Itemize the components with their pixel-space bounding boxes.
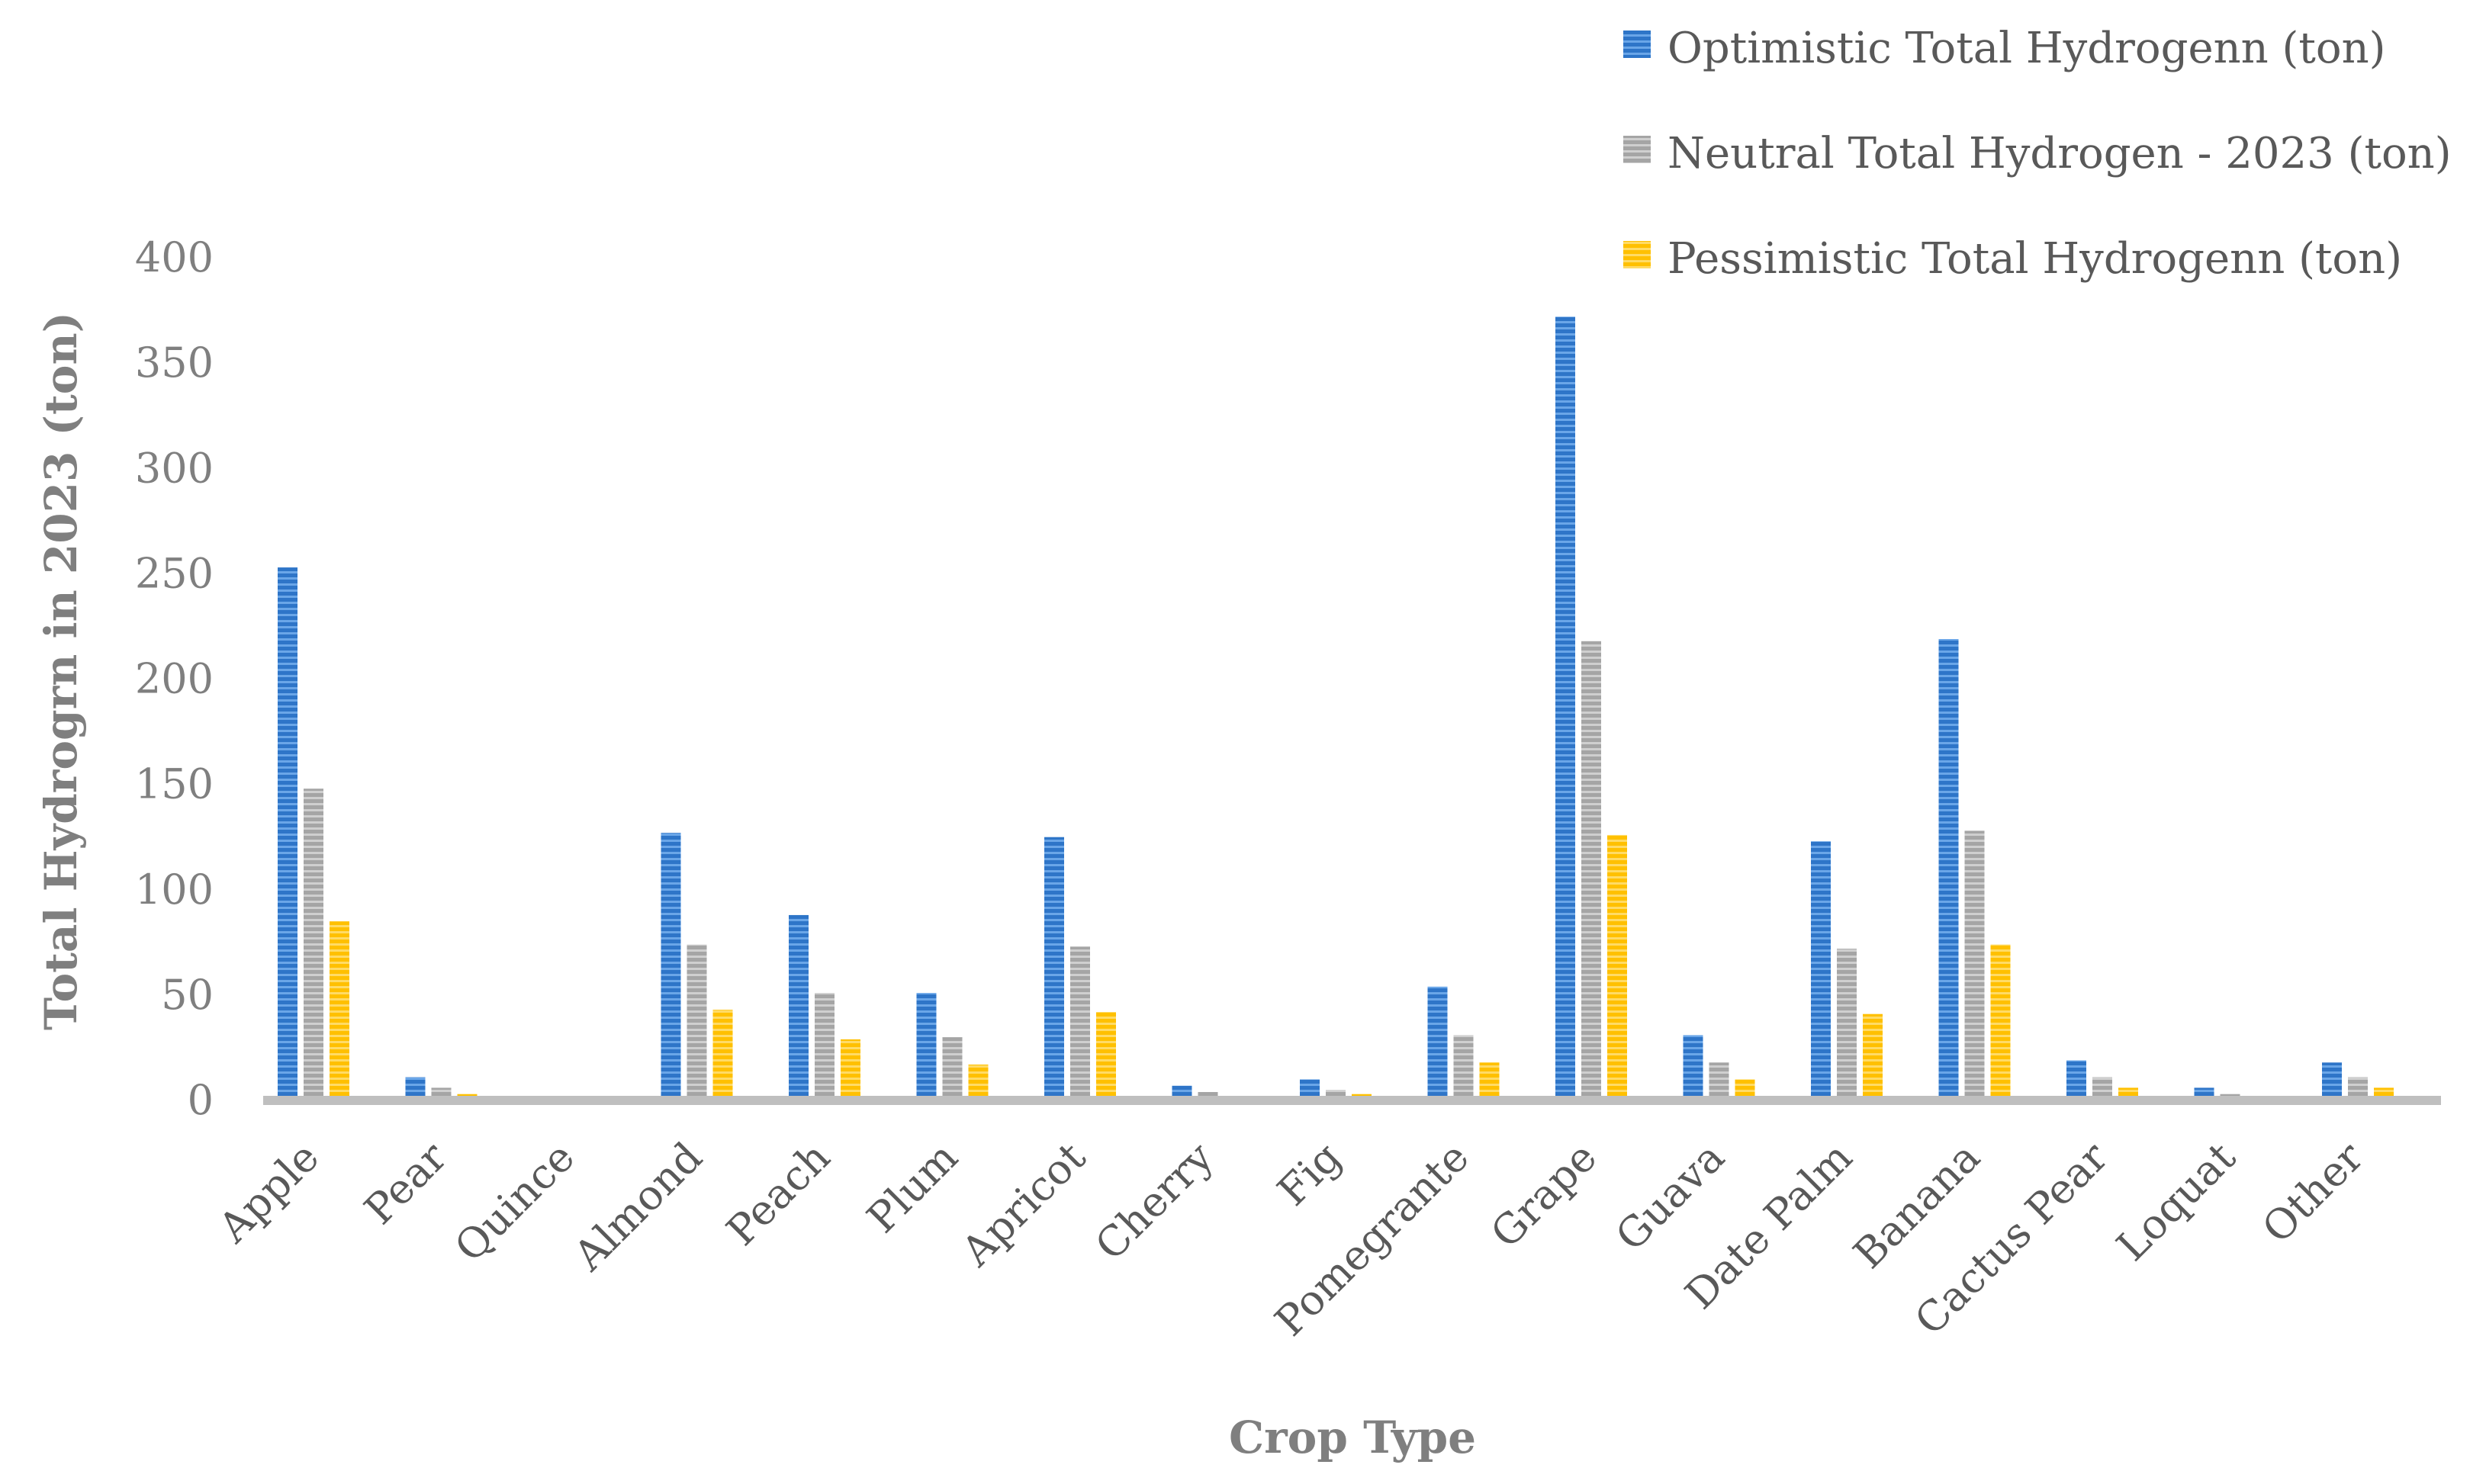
bar-grape-series-2 (1607, 834, 1627, 1100)
legend-swatch (1623, 241, 1651, 268)
x-axis-title: Crop Type (1229, 1412, 1476, 1463)
bar-plum-series-0 (916, 993, 937, 1100)
bar-apricot-series-2 (1096, 1012, 1116, 1100)
bar-peach-series-1 (815, 993, 835, 1100)
bar-banana-series-2 (1990, 944, 2011, 1100)
bars-layer (278, 316, 2394, 1100)
bar-guava-series-0 (1683, 1035, 1703, 1100)
legend-label: Pessimistic Total Hydrogenn (ton) (1668, 234, 2402, 284)
bar-grape-series-1 (1581, 641, 1601, 1100)
y-tick-label: 200 (135, 655, 214, 703)
bar-pomegrante-series-1 (1453, 1035, 1474, 1100)
y-tick-label: 0 (188, 1076, 214, 1124)
legend-swatch (1623, 31, 1651, 58)
bar-almond-series-1 (687, 944, 707, 1100)
bar-apple-series-1 (304, 789, 323, 1100)
bar-pomegrante-series-0 (1427, 986, 1448, 1100)
bar-peach-series-2 (841, 1039, 860, 1100)
bar-banana-series-0 (1938, 639, 1959, 1100)
y-tick-label: 250 (135, 549, 214, 597)
y-tick-label: 50 (161, 971, 214, 1019)
bar-date-palm-series-1 (1837, 949, 1857, 1100)
y-tick-label: 350 (135, 339, 214, 387)
bar-pomegrante-series-2 (1479, 1062, 1500, 1100)
bar-guava-series-1 (1709, 1062, 1729, 1100)
bar-date-palm-series-2 (1863, 1013, 1883, 1100)
x-tick-label: Other (2253, 1133, 2373, 1253)
x-tick-label: Fig (1268, 1133, 1350, 1216)
bar-almond-series-0 (661, 833, 681, 1100)
bar-banana-series-1 (1964, 830, 1985, 1100)
bar-date-palm-series-0 (1811, 841, 1831, 1100)
x-tick-label: Apricot (952, 1132, 1095, 1276)
bar-cactus-pear-series-0 (2066, 1060, 2086, 1100)
bar-grape-series-0 (1555, 316, 1575, 1100)
legend-label: Neutral Total Hydrogen - 2023 (ton) (1668, 129, 2452, 178)
y-tick-label: 400 (135, 233, 214, 281)
y-tick-label: 300 (135, 444, 214, 492)
x-tick-label: Apple (209, 1133, 329, 1253)
y-tick-label: 150 (135, 760, 214, 808)
legend-label: Optimistic Total Hydrogenn (ton) (1668, 24, 2386, 73)
legend-swatch (1623, 136, 1651, 163)
x-tick-label: Guava (1606, 1133, 1734, 1261)
y-axis-title: Total Hydrogrn in 2023 (ton) (35, 312, 87, 1030)
legend: Optimistic Total Hydrogenn (ton) Neutral … (1623, 24, 2452, 284)
bar-almond-series-2 (712, 1010, 733, 1100)
x-tick-label: Plum (857, 1133, 966, 1242)
bar-apple-series-2 (330, 921, 349, 1100)
bar-apple-series-0 (278, 567, 297, 1100)
bar-other-series-0 (2322, 1062, 2342, 1100)
bar-peach-series-0 (789, 914, 809, 1100)
bar-plum-series-1 (942, 1037, 963, 1100)
x-tick-label: Loquat (2108, 1132, 2245, 1270)
y-axis-ticks: 0 50 100 150 200 250 300 350 400 (135, 233, 214, 1124)
x-tick-label: Cherry (1086, 1132, 1223, 1269)
bar-apricot-series-1 (1070, 946, 1090, 1100)
x-tick-label: Pear (355, 1133, 456, 1234)
bar-apricot-series-0 (1044, 837, 1064, 1100)
x-tick-label: Peach (717, 1133, 839, 1255)
y-tick-label: 100 (135, 866, 214, 914)
x-tick-label: Grape (1481, 1133, 1606, 1258)
x-tick-label: Almond (564, 1133, 711, 1280)
x-tick-label: Quince (445, 1133, 584, 1271)
bar-plum-series-2 (968, 1065, 989, 1100)
